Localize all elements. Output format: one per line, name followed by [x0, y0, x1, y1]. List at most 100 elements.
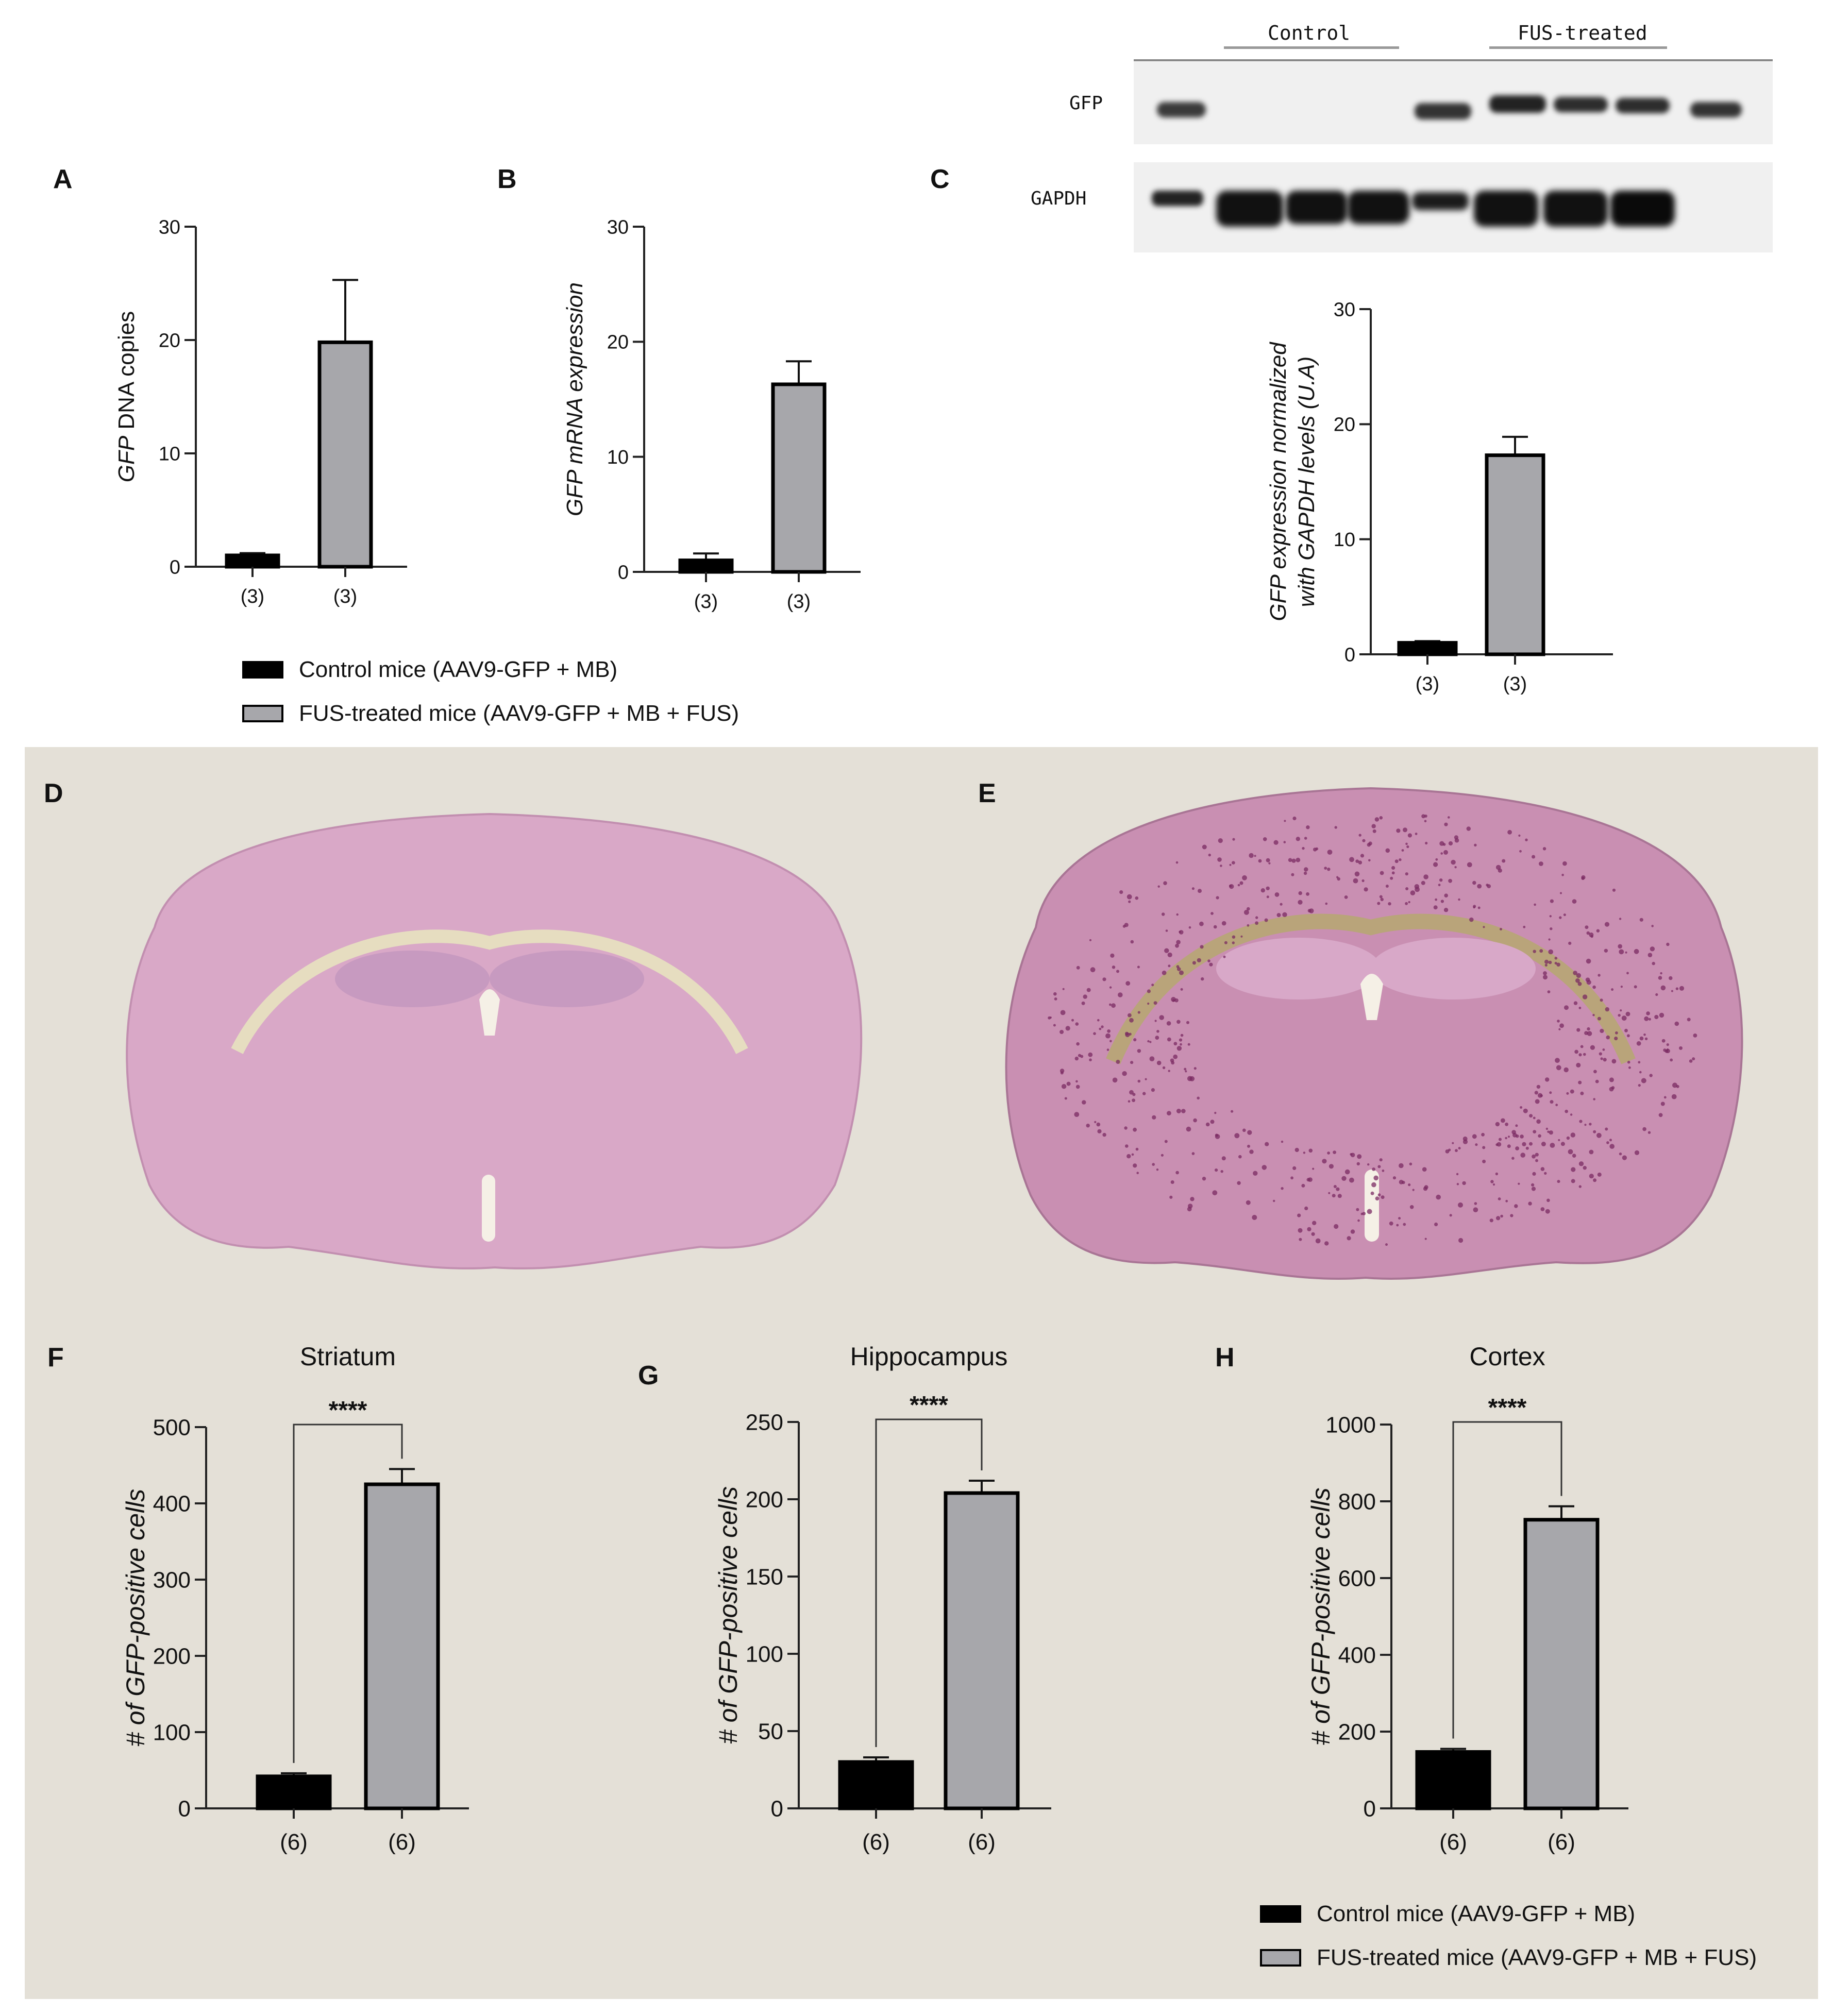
gfp-positive-cell	[1593, 1098, 1595, 1100]
gfp-positive-cell	[1399, 1163, 1404, 1168]
gfp-positive-cell	[1619, 949, 1624, 955]
gfp-positive-cell	[1109, 986, 1112, 989]
gfp-positive-cell	[1332, 1194, 1336, 1198]
y-axis-label-italic: GFP	[114, 435, 139, 482]
gfp-positive-cell	[1568, 1149, 1573, 1155]
gfp-positive-cell	[1611, 988, 1614, 991]
gfp-positive-cell	[1536, 1119, 1541, 1124]
category-label: (6)	[1548, 1829, 1575, 1855]
gfp-positive-cell	[1153, 1001, 1157, 1005]
gfp-positive-cell	[1590, 1045, 1595, 1050]
brain-section-control	[126, 812, 863, 1269]
gfp-positive-cell	[1622, 1155, 1627, 1160]
gfp-positive-cell	[1568, 941, 1572, 945]
gfp-positive-cell	[1558, 1028, 1561, 1030]
gfp-positive-cell	[1188, 926, 1191, 929]
gfp-positive-cell	[1214, 1112, 1217, 1114]
gfp-positive-cell	[1620, 986, 1623, 988]
gfp-positive-cell	[1094, 1121, 1097, 1123]
gfp-positive-cell	[1448, 841, 1453, 846]
gfp-positive-cell	[1362, 839, 1366, 842]
bar-fus-treated	[944, 1491, 1020, 1810]
gfp-positive-cell	[1557, 1020, 1560, 1023]
category-label: (3)	[787, 591, 811, 613]
panel-label-h: H	[1215, 1343, 1235, 1373]
gfp-positive-cell	[1151, 1088, 1155, 1092]
gfp-positive-cell	[1566, 1136, 1570, 1140]
gfp-positive-cell	[1421, 880, 1425, 885]
gfp-positive-cell	[1344, 1169, 1350, 1175]
gfp-positive-cell	[1101, 1025, 1104, 1028]
gfp-positive-cell	[1185, 1070, 1187, 1073]
gfp-positive-cell	[1170, 1058, 1174, 1063]
gfp-positive-cell	[1563, 1067, 1569, 1073]
ventricle-slit	[1365, 1170, 1379, 1242]
bar-fus-treated	[1523, 1518, 1600, 1810]
gfp-positive-cell	[1566, 1092, 1569, 1095]
gfp-positive-cell	[1514, 1204, 1518, 1208]
gfp-positive-cell	[1654, 1014, 1659, 1020]
gfp-positive-cell	[1555, 1104, 1558, 1107]
gfp-positive-cell	[1407, 833, 1412, 838]
gfp-positive-cell	[1303, 1151, 1306, 1154]
gfp-positive-cell	[1658, 1113, 1663, 1117]
gfp-positive-cell	[1570, 1132, 1575, 1138]
gfp-positive-cell	[1454, 835, 1458, 840]
gfp-positive-cell	[1670, 1058, 1673, 1062]
gfp-positive-cell	[1580, 1045, 1584, 1048]
gfp-positive-cell	[1522, 1142, 1526, 1146]
gfp-positive-cell	[1076, 965, 1080, 970]
gfp-positive-cell	[1403, 1223, 1406, 1226]
bar-control	[256, 1774, 332, 1810]
gfp-positive-cell	[1191, 887, 1195, 890]
gfp-positive-cell	[1336, 1187, 1340, 1191]
gfp-positive-cell	[1154, 1020, 1157, 1022]
gfp-positive-cell	[1303, 871, 1307, 875]
gfp-positive-cell	[1176, 913, 1179, 916]
y-axis-label-italic: GFP expression normalized	[1266, 342, 1291, 621]
category-label: (3)	[333, 586, 357, 607]
gfp-positive-cell	[1111, 1003, 1116, 1008]
gfp-positive-cell	[1398, 1217, 1401, 1220]
gfp-positive-cell	[1508, 1136, 1510, 1138]
chart-a: 0 10 20 30 (3) (3) GFP DNA copies	[88, 196, 448, 618]
gfp-positive-cell	[1379, 895, 1383, 899]
gfp-positive-cell	[1290, 1176, 1293, 1180]
gfp-positive-cell	[1615, 1031, 1618, 1035]
panel-label-d: D	[44, 778, 63, 808]
y-tick-label: 20	[607, 332, 629, 353]
gfp-positive-cell	[1605, 1007, 1609, 1012]
gfp-positive-cell	[1454, 866, 1457, 869]
y-axis-label: GFP DNA copies	[114, 311, 139, 483]
gfp-positive-cell	[1599, 1052, 1602, 1056]
gfp-positive-cell	[1130, 940, 1134, 944]
gfp-positive-cell	[1298, 900, 1303, 905]
gfp-positive-cell	[1548, 960, 1552, 964]
gfp-positive-cell	[1445, 1149, 1450, 1154]
gfp-positive-cell	[1671, 1094, 1677, 1099]
gfp-positive-cell	[1322, 1159, 1327, 1164]
y-axis-label-line2: with GAPDH levels (U.A)	[1294, 357, 1319, 607]
gfp-positive-cell	[1176, 1020, 1181, 1024]
gfp-positive-cell	[1666, 1048, 1670, 1054]
gfp-positive-cell	[1473, 905, 1476, 908]
y-axis-label-rest: DNA copies	[114, 311, 139, 436]
gfp-positive-cell	[1572, 899, 1577, 904]
gfp-positive-cell	[1456, 1173, 1459, 1176]
gfp-positive-cell	[1550, 1100, 1554, 1104]
gapdh-band-8	[1610, 191, 1675, 227]
gfp-positive-cell	[1167, 1111, 1171, 1116]
chart-c: 0 10 20 30 (3) (3) GFP expression normalized wi…	[1206, 278, 1649, 706]
gfp-positive-cell	[1520, 1106, 1523, 1109]
y-axis-label-italic: # of GFP-positive cells	[714, 1486, 743, 1744]
gfp-positive-cell	[1555, 1058, 1560, 1063]
legend-bottom-control: Control mice (AAV9-GFP + MB)	[1260, 1901, 1635, 1927]
y-tick-label: 30	[159, 216, 180, 238]
gfp-positive-cell	[1544, 963, 1548, 967]
gfp-positive-cell	[1312, 1167, 1315, 1170]
gfp-positive-cell	[1380, 871, 1384, 875]
gfp-positive-cell	[1391, 866, 1395, 870]
gfp-positive-cell	[1401, 849, 1404, 852]
gfp-band-7	[1554, 97, 1608, 112]
gfp-positive-cell	[1164, 948, 1169, 953]
